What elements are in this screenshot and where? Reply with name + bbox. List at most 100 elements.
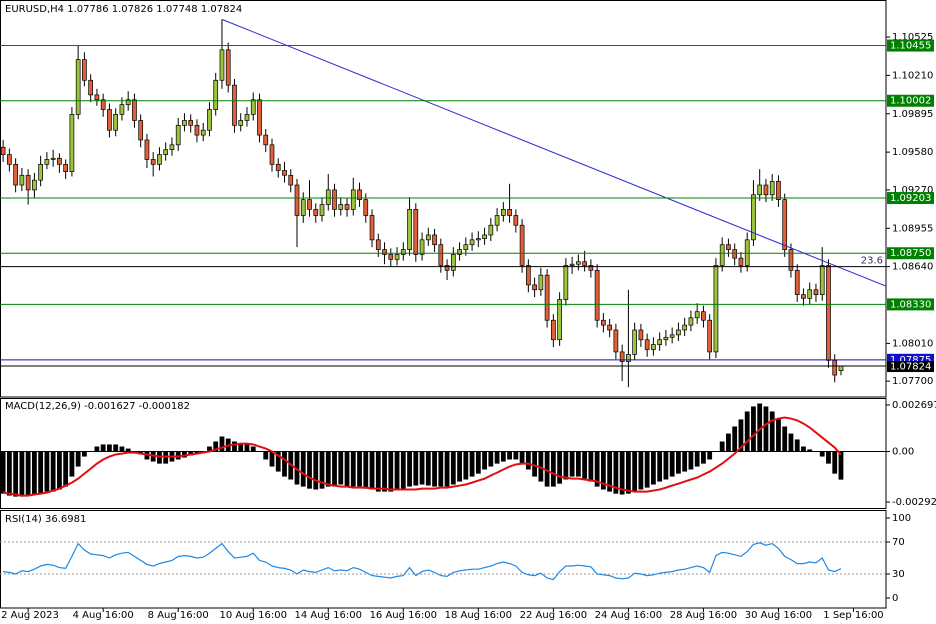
- macd-bar: [194, 451, 200, 454]
- candle-body: [588, 265, 594, 271]
- rsi-plot: [0, 541, 886, 581]
- candle-body: [632, 329, 637, 355]
- macd-bar: [826, 451, 831, 464]
- candle-body: [713, 265, 719, 353]
- macd-bar: [776, 418, 781, 452]
- candle-body: [144, 139, 150, 160]
- candle-body: [169, 144, 175, 151]
- macd-bar: [31, 451, 37, 495]
- macd-bar: [13, 451, 19, 497]
- macd-bar: [357, 451, 362, 487]
- level-label: 1.10002: [890, 96, 931, 107]
- macd-bar: [588, 451, 594, 482]
- candle-body: [238, 120, 244, 126]
- macd-value: -0.001627: [84, 401, 135, 412]
- candle-body: [63, 163, 69, 172]
- rsi-line: [3, 542, 842, 581]
- macd-bar: [219, 436, 225, 452]
- candle-body: [519, 224, 525, 266]
- candle-body: [444, 265, 450, 271]
- candle-body: [719, 244, 725, 266]
- macd-bar: [207, 446, 212, 452]
- y-tick-label: 1.08640: [892, 262, 933, 273]
- candle-body: [482, 234, 487, 239]
- candle-body: [682, 324, 688, 331]
- candle-body: [494, 215, 500, 226]
- candle-body: [213, 79, 219, 110]
- macd-bar: [263, 451, 269, 460]
- candle-body: [382, 249, 387, 255]
- candle-body: [113, 114, 119, 131]
- macd-bar: [488, 451, 494, 467]
- price-header: EURUSD,H4 1.07786 1.07826 1.07748 1.0782…: [5, 4, 242, 15]
- candle-body: [400, 249, 406, 255]
- candle-body: [507, 209, 512, 216]
- candle-body: [57, 157, 62, 165]
- macd-bar: [82, 451, 87, 457]
- candle-body: [619, 351, 625, 362]
- macd-bar: [607, 451, 613, 492]
- macd-plot: [0, 403, 886, 497]
- candle-body: [7, 154, 12, 165]
- macd-bar: [794, 439, 800, 452]
- candle-body: [332, 189, 337, 210]
- open: 1.07786: [67, 4, 108, 15]
- macd-bar: [469, 451, 475, 477]
- macd-bar: [557, 451, 563, 484]
- macd-bar: [450, 451, 456, 485]
- candle-body: [375, 239, 381, 250]
- candle-body: [119, 104, 125, 115]
- macd-bar: [594, 451, 600, 487]
- macd-bar: [57, 451, 62, 490]
- candle-body: [357, 189, 362, 200]
- candle-body: [432, 234, 437, 246]
- macd-bar: [6, 451, 12, 496]
- macd-bar: [726, 433, 731, 452]
- y-tick-label: 1.08010: [892, 338, 933, 349]
- macd-bar: [507, 451, 512, 460]
- y-tick-label: 1.09580: [892, 147, 933, 158]
- y-tick-label: 1.08955: [892, 223, 933, 234]
- candle-body: [776, 181, 781, 200]
- candle-body: [594, 269, 600, 321]
- candle-body: [538, 274, 544, 291]
- macd-bar: [632, 451, 638, 492]
- x-tick-label: 4 Aug 16:00: [73, 610, 134, 621]
- macd-bar: [419, 451, 425, 485]
- candle-body: [275, 163, 281, 171]
- candle-body: [425, 234, 431, 241]
- macd-bar: [300, 451, 306, 487]
- y-tick-label: 1.09895: [892, 109, 933, 120]
- macd-bar: [157, 451, 162, 464]
- candle-body: [244, 114, 250, 121]
- candle-body: [163, 149, 169, 155]
- candle-body: [32, 179, 37, 191]
- macd-bar: [438, 451, 444, 487]
- x-tick-label: 28 Aug 16:00: [670, 610, 737, 621]
- candle-body: [38, 163, 43, 181]
- price-plot: [0, 18, 886, 388]
- candle-body: [582, 261, 587, 266]
- candle-body: [438, 244, 444, 266]
- macd-bar: [694, 451, 700, 467]
- candle-body: [563, 265, 569, 300]
- candle-body: [207, 109, 212, 131]
- candle-body: [757, 184, 763, 196]
- candle-body: [100, 99, 106, 110]
- y-tick-label: 1.10210: [892, 70, 933, 81]
- y-tick-label: 0.002697: [892, 400, 936, 411]
- candle-body: [194, 124, 200, 136]
- y-tick-label: 1.09270: [892, 185, 933, 196]
- macd-bar: [175, 451, 181, 460]
- macd-bar: [50, 451, 56, 492]
- macd-bar: [332, 451, 337, 487]
- candle-body: [338, 204, 344, 210]
- candle-body: [225, 49, 231, 86]
- trendline: [221, 18, 886, 287]
- macd-bar: [582, 451, 588, 479]
- candle-body: [525, 265, 531, 286]
- macd-bar: [819, 451, 825, 457]
- candle-body: [613, 329, 619, 353]
- y-tick-label: 30: [892, 569, 905, 580]
- macd-bar: [94, 446, 100, 452]
